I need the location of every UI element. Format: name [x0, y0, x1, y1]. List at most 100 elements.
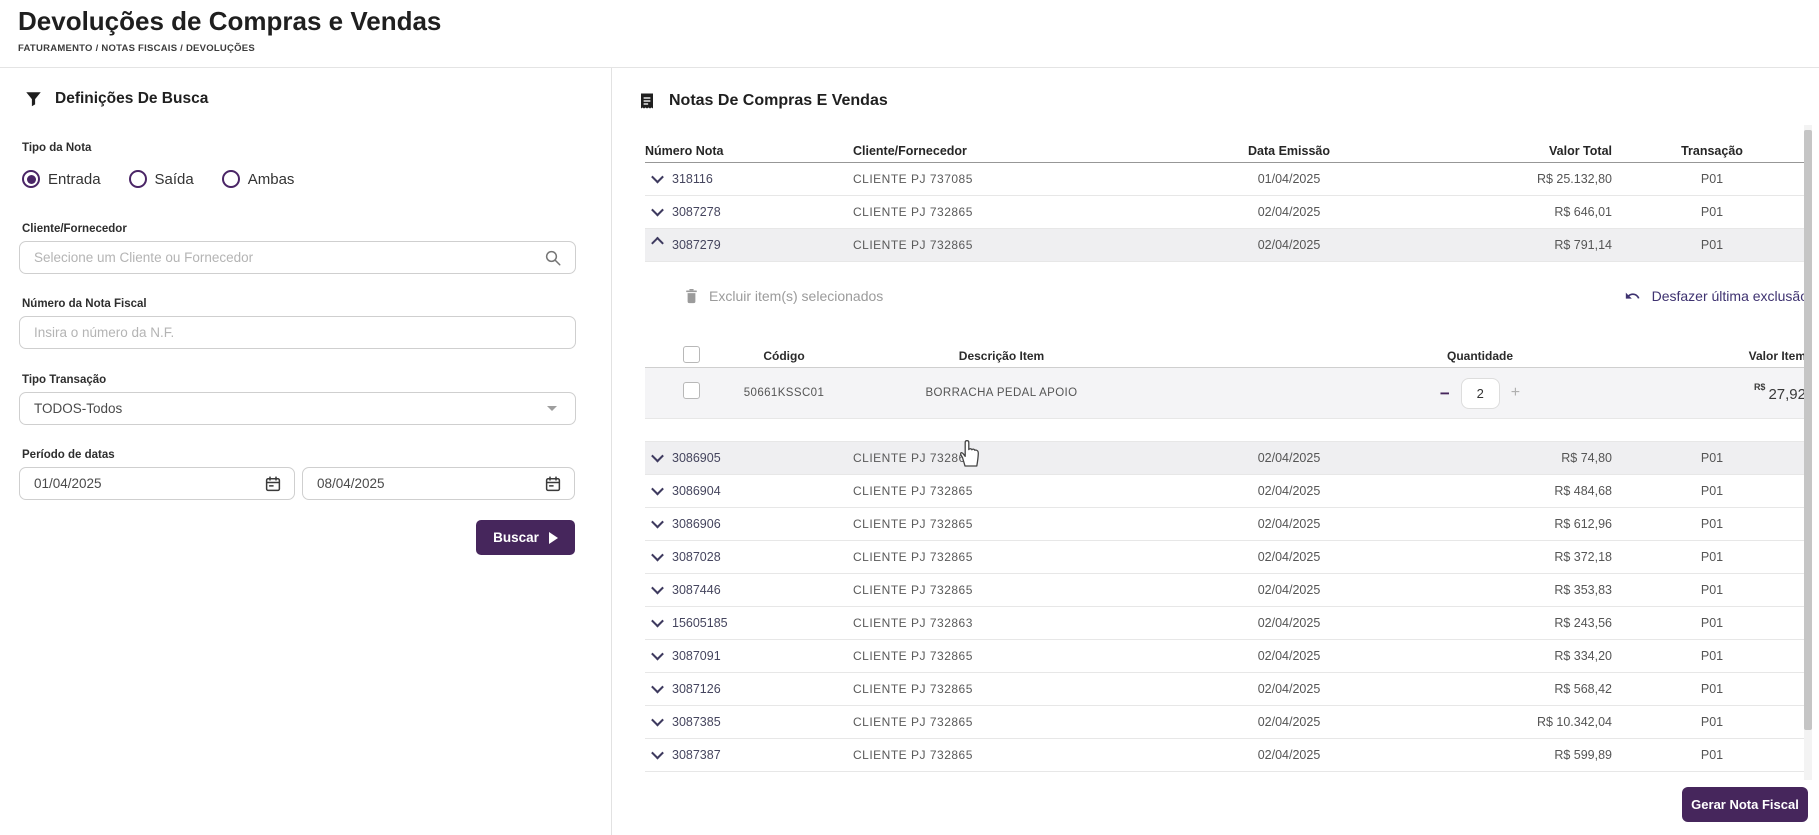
cliente-input[interactable]: Selecione um Cliente ou Fornecedor — [19, 241, 576, 274]
cliente-label: Cliente/Fornecedor — [22, 223, 127, 235]
note-row[interactable]: 3086906 CLIENTE PJ 732865 02/04/2025 R$ … — [645, 508, 1812, 541]
search-icon[interactable] — [544, 249, 562, 267]
note-numero: 15605185 — [672, 616, 728, 630]
radio-entrada[interactable]: Entrada — [22, 170, 101, 188]
col-valor-total: Valor Total — [1549, 144, 1612, 158]
note-valor: R$ 353,83 — [1554, 583, 1612, 597]
col-data-emissao: Data Emissão — [1248, 144, 1330, 158]
note-cliente: CLIENTE PJ 732865 — [853, 715, 973, 729]
note-data: 02/04/2025 — [1257, 616, 1321, 630]
note-cliente: CLIENTE PJ 732865 — [853, 649, 973, 663]
expander-chevron-icon[interactable] — [651, 482, 664, 496]
undo-last-exclusion-button[interactable]: Desfazer última exclusão — [1623, 288, 1808, 304]
select-all-checkbox[interactable] — [683, 345, 700, 363]
note-cliente: CLIENTE PJ 732865 — [853, 205, 973, 219]
page-title: Devoluções de Compras e Vendas — [18, 6, 442, 36]
note-data: 02/04/2025 — [1257, 550, 1321, 564]
expander-chevron-icon[interactable] — [651, 614, 664, 628]
note-valor: R$ 612,96 — [1554, 517, 1612, 531]
expander-chevron-icon[interactable] — [651, 548, 664, 562]
expander-chevron-icon[interactable] — [651, 170, 664, 184]
expander-chevron-icon[interactable] — [651, 449, 664, 463]
note-row[interactable]: 3087278 CLIENTE PJ 732865 02/04/2025 R$ … — [645, 196, 1812, 229]
note-row[interactable]: 3087279 CLIENTE PJ 732865 02/04/2025 R$ … — [645, 229, 1812, 262]
tipo-transacao-select[interactable]: TODOS-Todos — [19, 392, 576, 425]
note-valor: R$ 372,18 — [1554, 550, 1612, 564]
search-panel-title: Definições De Busca — [55, 90, 209, 107]
note-row[interactable]: 318116 CLIENTE PJ 737085 01/04/2025 R$ 2… — [645, 163, 1812, 196]
item-checkbox[interactable] — [683, 382, 700, 399]
note-numero: 3087278 — [672, 205, 721, 219]
note-numero: 3086904 — [672, 484, 721, 498]
expander-chevron-icon[interactable] — [651, 680, 664, 694]
trash-icon — [686, 289, 697, 304]
expander-chevron-icon[interactable] — [651, 236, 664, 250]
note-row[interactable]: 3087091 CLIENTE PJ 732865 02/04/2025 R$ … — [645, 640, 1812, 673]
note-row[interactable]: 3086904 CLIENTE PJ 732865 02/04/2025 R$ … — [645, 475, 1812, 508]
note-data: 02/04/2025 — [1257, 484, 1321, 498]
delete-selected-items-button[interactable]: Excluir item(s) selecionados — [683, 287, 883, 305]
quantity-input[interactable]: 2 — [1460, 377, 1500, 409]
note-cliente: CLIENTE PJ 732865 — [853, 517, 973, 531]
item-descricao: BORRACHA PEDAL APOIO — [925, 387, 1078, 399]
expander-chevron-icon[interactable] — [651, 203, 664, 217]
expander-chevron-icon[interactable] — [651, 713, 664, 727]
note-row[interactable]: 3087028 CLIENTE PJ 732865 02/04/2025 R$ … — [645, 541, 1812, 574]
note-data: 02/04/2025 — [1257, 748, 1321, 762]
items-table-header: Código Descrição Item Quantidade Valor I… — [645, 344, 1812, 368]
expander-chevron-icon[interactable] — [651, 581, 664, 595]
note-numero: 3087446 — [672, 583, 721, 597]
search-definitions-panel: Definições De Busca Tipo da Nota Entrada… — [0, 68, 612, 835]
note-cliente: CLIENTE PJ 732865 — [853, 550, 973, 564]
notes-panel: Notas De Compras E Vendas Número Nota Cl… — [612, 68, 1819, 835]
col-cliente: Cliente/Fornecedor — [853, 144, 967, 158]
scrollbar-thumb[interactable] — [1804, 130, 1812, 730]
note-row[interactable]: 3087126 CLIENTE PJ 732865 02/04/2025 R$ … — [645, 673, 1812, 706]
note-row[interactable]: 15605185 CLIENTE PJ 732863 02/04/2025 R$… — [645, 607, 1812, 640]
note-valor: R$ 599,89 — [1554, 748, 1612, 762]
quantity-decrease-button[interactable]: − — [1439, 383, 1450, 403]
play-icon — [548, 531, 558, 544]
col-quantidade: Quantidade — [1446, 348, 1513, 363]
note-row[interactable]: 3087387 CLIENTE PJ 732865 02/04/2025 R$ … — [645, 739, 1812, 772]
radio-saida[interactable]: Saída — [128, 170, 194, 188]
note-valor: R$ 484,68 — [1554, 484, 1612, 498]
note-valor: R$ 25.132,80 — [1536, 172, 1612, 186]
note-cliente: CLIENTE PJ 737085 — [853, 172, 973, 186]
note-transacao: P01 — [1700, 682, 1724, 696]
note-transacao: P01 — [1700, 238, 1724, 252]
note-transacao: P01 — [1700, 172, 1724, 186]
calendar-icon[interactable] — [544, 475, 562, 493]
note-numero: 3087385 — [672, 715, 721, 729]
note-row[interactable]: 3086905 CLIENTE PJ 732865 02/04/2025 R$ … — [645, 442, 1812, 475]
note-cliente: CLIENTE PJ 732865 — [853, 451, 973, 465]
expander-chevron-icon[interactable] — [651, 746, 664, 760]
radio-circle — [22, 170, 40, 188]
breadcrumb: FATURAMENTO / NOTAS FISCAIS / DEVOLUÇÕES — [18, 43, 255, 54]
calendar-icon[interactable] — [264, 475, 282, 493]
buscar-button[interactable]: Buscar — [476, 520, 575, 555]
note-row[interactable]: 3087446 CLIENTE PJ 732865 02/04/2025 R$ … — [645, 574, 1812, 607]
note-cliente: CLIENTE PJ 732863 — [853, 616, 973, 630]
col-valor-item: Valor Item — [1748, 348, 1806, 363]
col-codigo: Código — [763, 348, 805, 363]
notes-icon — [641, 93, 653, 109]
expander-chevron-icon[interactable] — [651, 647, 664, 661]
radio-ambas[interactable]: Ambas — [221, 170, 294, 188]
note-numero: 3087279 — [672, 238, 721, 252]
note-data: 02/04/2025 — [1257, 682, 1321, 696]
date-start-input[interactable]: 01/04/2025 — [19, 467, 295, 500]
item-valor: R$ 27,92 — [1753, 382, 1806, 403]
numero-nf-input[interactable]: Insira o número da N.F. — [19, 316, 576, 349]
notes-table-header: Número Nota Cliente/Fornecedor Data Emis… — [645, 140, 1812, 163]
note-transacao: P01 — [1700, 550, 1724, 564]
note-data: 02/04/2025 — [1257, 649, 1321, 663]
undo-icon — [1625, 292, 1640, 299]
note-cliente: CLIENTE PJ 732865 — [853, 583, 973, 597]
note-row[interactable]: 3087385 CLIENTE PJ 732865 02/04/2025 R$ … — [645, 706, 1812, 739]
note-cliente: CLIENTE PJ 732865 — [853, 682, 973, 696]
date-end-input[interactable]: 08/04/2025 — [302, 467, 575, 500]
gerar-nota-fiscal-button[interactable]: Gerar Nota Fiscal — [1682, 787, 1808, 822]
expander-chevron-icon[interactable] — [651, 515, 664, 529]
quantity-increase-button[interactable]: + — [1510, 384, 1521, 401]
